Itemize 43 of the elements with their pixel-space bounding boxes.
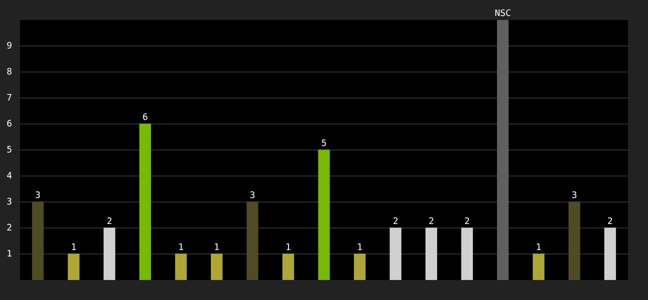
y-tick-label: 5 (6, 145, 12, 156)
y-tick-label: 3 (6, 197, 12, 208)
data-label: 1 (214, 242, 220, 253)
data-label: 1 (70, 242, 76, 253)
y-tick-label: 9 (6, 41, 12, 52)
data-label: 1 (357, 242, 362, 253)
data-label: 3 (572, 190, 578, 201)
bar (210, 254, 223, 280)
data-label: NSC (494, 8, 511, 19)
bar (139, 124, 152, 280)
bar (496, 20, 509, 280)
y-tick-label: 2 (6, 223, 12, 234)
bar (282, 254, 294, 280)
data-label: 1 (178, 242, 184, 253)
data-label: 2 (106, 216, 112, 227)
bar (354, 254, 366, 280)
data-label: 2 (607, 216, 613, 227)
data-label: 3 (250, 190, 256, 201)
y-tick-label: 7 (6, 93, 12, 104)
bar (104, 228, 116, 280)
data-label: 2 (428, 216, 434, 227)
data-label: 2 (464, 216, 470, 227)
data-label: 2 (392, 216, 398, 227)
y-tick-label: 1 (6, 249, 12, 260)
bar (68, 254, 80, 280)
bar (175, 254, 187, 280)
bar (461, 228, 473, 280)
y-tick-label: 8 (6, 67, 12, 78)
data-label: 1 (286, 242, 291, 253)
y-tick-label: 6 (6, 119, 12, 130)
data-label: 1 (536, 242, 542, 253)
data-label: 6 (142, 112, 148, 123)
bar (604, 228, 616, 280)
bar (390, 228, 402, 280)
bar (318, 150, 330, 280)
y-tick-label: 4 (6, 171, 12, 182)
bar (425, 228, 438, 280)
bar (568, 202, 580, 280)
bar (532, 254, 544, 280)
data-label: 3 (35, 190, 41, 201)
bar (246, 202, 258, 280)
bar (32, 202, 44, 280)
data-label: 5 (321, 138, 327, 149)
